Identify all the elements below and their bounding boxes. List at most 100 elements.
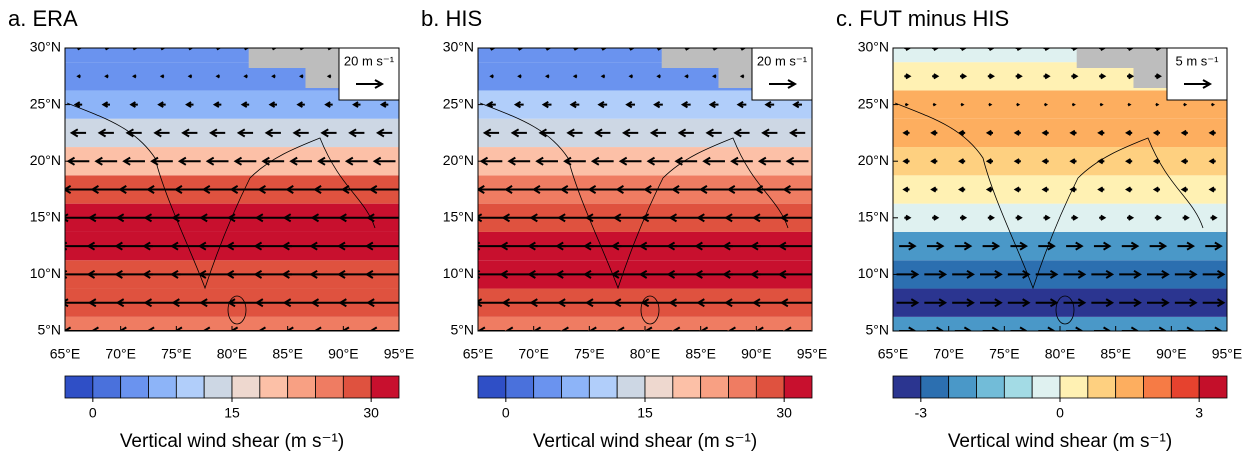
- wind-vector: [739, 74, 745, 79]
- x-tick-label: 90°E: [328, 346, 359, 362]
- wind-vector: [1013, 186, 1021, 193]
- wind-vector: [680, 100, 691, 109]
- colorbar-box: [1170, 375, 1200, 399]
- wind-vector: [757, 156, 781, 166]
- wind-vector: [932, 102, 937, 107]
- wind-vector: [327, 48, 333, 51]
- wind-vector: [569, 100, 580, 109]
- wind-vector: [656, 74, 661, 79]
- wind-vector: [954, 326, 973, 331]
- y-tick-label: 5°N: [38, 322, 62, 338]
- colorbar-box: [1087, 375, 1117, 399]
- wind-vector: [1097, 129, 1105, 136]
- wind-vector: [730, 156, 753, 166]
- wind-vector: [987, 48, 995, 52]
- wind-vector: [960, 102, 965, 107]
- wind-vector: [375, 128, 393, 138]
- colorbar-tick-label: 30: [363, 405, 379, 421]
- wind-vector: [257, 326, 289, 331]
- wind-vector: [513, 100, 524, 109]
- wind-vector: [146, 326, 177, 331]
- reference-label: 5 m s⁻¹: [1176, 53, 1220, 68]
- wind-vector: [1091, 269, 1115, 279]
- wind-vector: [958, 129, 966, 136]
- colorbar-tick-label: 0: [502, 405, 510, 421]
- wind-vector: [1125, 186, 1133, 193]
- wind-vector: [296, 101, 305, 108]
- wind-vector: [510, 128, 527, 138]
- wind-vector: [1043, 214, 1051, 221]
- wind-vector: [1071, 214, 1079, 221]
- wind-vector: [1125, 129, 1133, 136]
- wind-vector: [1180, 129, 1188, 136]
- wind-vector: [588, 326, 617, 331]
- x-tick-label: 65°E: [50, 346, 81, 362]
- wind-vector: [212, 101, 222, 108]
- colorbar-box: [588, 375, 618, 399]
- wind-vector: [289, 156, 312, 166]
- wind-vector: [1044, 102, 1049, 107]
- wind-vector: [174, 326, 205, 331]
- wind-vector: [1121, 241, 1140, 251]
- wind-vector: [1071, 102, 1076, 107]
- wind-vector: [1127, 102, 1132, 107]
- wind-vector: [1097, 186, 1105, 193]
- colorbar-box: [616, 375, 646, 399]
- wind-vector: [684, 48, 691, 51]
- wind-vector: [1152, 158, 1161, 165]
- colorbar-box: [64, 375, 94, 399]
- panel: a. ERA 20 m s⁻¹ 65°E 70°E 75°E 80°E 85°E 90°E 95…: [8, 6, 414, 452]
- colorbar-label: Vertical wind shear (m s⁻¹): [948, 431, 1172, 452]
- wind-vector: [174, 185, 205, 194]
- colorbar-box: [175, 375, 205, 399]
- colorbar-box: [1115, 375, 1144, 399]
- island: [1055, 295, 1075, 325]
- wind-vector: [368, 185, 399, 194]
- wind-vector: [625, 100, 635, 109]
- wind-vector: [1126, 73, 1135, 80]
- wind-vector: [618, 156, 642, 166]
- wind-vector: [229, 185, 261, 194]
- wind-vector: [1035, 298, 1059, 308]
- shear-band: [893, 175, 1227, 204]
- wind-vector: [1066, 326, 1084, 331]
- colorbar-box: [370, 375, 400, 399]
- wind-vector: [1174, 298, 1198, 308]
- wind-vector: [208, 128, 226, 138]
- y-tick-label: 15°N: [443, 209, 474, 225]
- y-tick-label: 20°N: [858, 152, 889, 168]
- wind-vector: [1069, 129, 1077, 136]
- wind-vector: [924, 269, 948, 279]
- wind-vector: [1183, 102, 1188, 107]
- wind-vector: [1099, 73, 1107, 80]
- wind-vector: [930, 186, 938, 193]
- colorbar-box: [477, 375, 507, 399]
- wind-vector: [90, 185, 122, 194]
- wind-vector: [777, 241, 812, 251]
- wind-vector: [517, 74, 522, 79]
- colorbar-box: [783, 375, 813, 399]
- wind-vector: [926, 241, 945, 251]
- wind-vector: [352, 101, 361, 108]
- wind-vector: [201, 185, 233, 194]
- y-tick-label: 25°N: [858, 95, 889, 111]
- wind-vector: [379, 101, 389, 108]
- wind-vector: [104, 74, 109, 79]
- wind-vector: [699, 326, 728, 331]
- wind-vector: [594, 128, 611, 138]
- colorbar-box: [1198, 375, 1228, 399]
- wind-vector: [563, 156, 586, 166]
- x-tick-label: 85°E: [685, 346, 716, 362]
- wind-vector: [1182, 214, 1190, 221]
- wind-vector: [1208, 158, 1216, 165]
- y-tick-label: 25°N: [443, 95, 474, 111]
- reference-box: [1166, 47, 1228, 101]
- plot-area: [65, 48, 399, 331]
- shear-band: [478, 147, 812, 176]
- wind-vector: [572, 74, 578, 79]
- wind-vector: [1063, 269, 1087, 279]
- wind-vector: [1125, 158, 1133, 165]
- wind-vector: [932, 48, 940, 52]
- reference-vector: [356, 79, 385, 89]
- wind-vector: [779, 298, 812, 308]
